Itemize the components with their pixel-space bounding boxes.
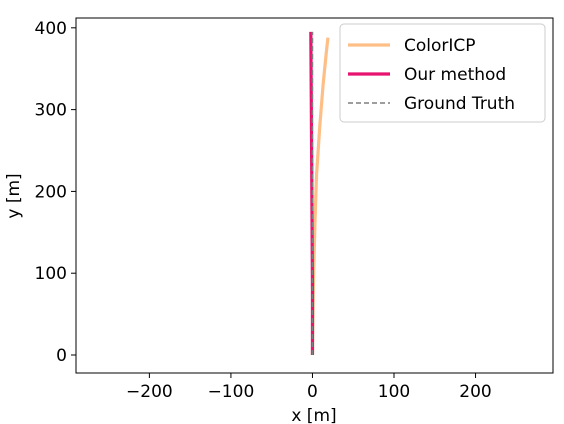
- y-tick-label: 300: [35, 101, 67, 121]
- legend-label: Our method: [404, 65, 506, 85]
- y-tick-label: 200: [35, 182, 67, 202]
- plot-frame: [75, 17, 554, 374]
- x-tick-label: −100: [208, 382, 255, 402]
- series-layer: [309, 31, 330, 356]
- legend: ColorICP Our method Ground Truth: [339, 23, 546, 123]
- legend-label: Ground Truth: [404, 94, 515, 114]
- y-tick-label: 100: [35, 264, 67, 284]
- x-axis: −200 −100 0 100 200: [126, 373, 492, 402]
- legend-label: ColorICP: [404, 36, 476, 56]
- y-axis: 0 100 200 300 400: [35, 19, 76, 366]
- y-axis-label: y [m]: [4, 173, 24, 218]
- y-tick-label: 400: [35, 19, 67, 39]
- x-tick-label: 100: [378, 382, 410, 402]
- x-tick-label: 200: [459, 382, 491, 402]
- legend-box: [339, 23, 546, 123]
- y-tick-label: 0: [56, 346, 67, 366]
- x-tick-label: −200: [126, 382, 173, 402]
- x-axis-label: x [m]: [291, 406, 336, 424]
- x-tick-label: 0: [307, 382, 318, 402]
